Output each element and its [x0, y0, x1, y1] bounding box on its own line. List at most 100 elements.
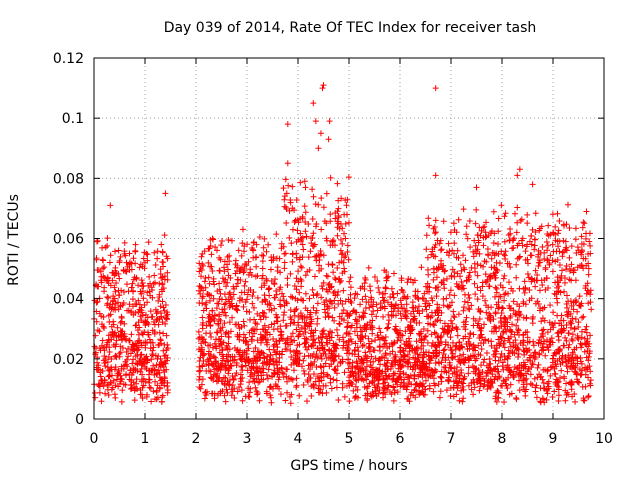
- data-point: [460, 357, 467, 364]
- data-point: [221, 258, 228, 265]
- data-point: [457, 261, 464, 268]
- data-point: [413, 319, 420, 326]
- data-point: [232, 270, 239, 277]
- data-point: [138, 391, 145, 398]
- data-point: [488, 338, 495, 345]
- data-point: [216, 254, 223, 261]
- data-point: [583, 262, 590, 269]
- data-point: [288, 240, 295, 247]
- data-point: [407, 372, 414, 379]
- data-point: [536, 257, 543, 264]
- data-point: [144, 339, 151, 346]
- data-point: [407, 330, 414, 337]
- data-point: [482, 271, 489, 278]
- data-point: [385, 311, 392, 318]
- data-point: [424, 254, 431, 261]
- data-point: [534, 277, 541, 284]
- data-point: [202, 284, 209, 291]
- data-point: [428, 309, 435, 316]
- data-point: [310, 384, 317, 391]
- data-point: [581, 397, 588, 404]
- data-point: [297, 230, 304, 237]
- data-point: [389, 348, 396, 355]
- data-point: [431, 322, 438, 329]
- data-point: [313, 307, 320, 314]
- y-tick-label: 0.04: [53, 292, 84, 308]
- data-point: [341, 369, 348, 376]
- data-point: [496, 324, 503, 331]
- data-point: [547, 326, 554, 333]
- data-point: [214, 247, 221, 254]
- data-point: [325, 314, 332, 321]
- data-point: [197, 354, 204, 361]
- data-point: [254, 337, 261, 344]
- data-point: [567, 319, 574, 326]
- data-point: [491, 366, 498, 373]
- data-point: [353, 377, 360, 384]
- data-point: [267, 394, 274, 401]
- data-point: [313, 257, 320, 264]
- data-point: [357, 365, 364, 372]
- data-point: [567, 268, 574, 274]
- data-point: [196, 357, 203, 364]
- data-point: [490, 351, 497, 358]
- data-point: [524, 241, 531, 248]
- data-point: [196, 376, 203, 383]
- data-point: [342, 235, 349, 242]
- data-point: [120, 365, 127, 372]
- data-point: [289, 330, 296, 337]
- data-point: [446, 359, 453, 366]
- data-point: [501, 314, 508, 321]
- data-point: [263, 372, 270, 379]
- data-point: [388, 285, 395, 292]
- data-point: [413, 381, 420, 388]
- data-point: [572, 364, 579, 371]
- data-point: [160, 263, 167, 270]
- data-point: [438, 246, 445, 253]
- data-point: [105, 367, 112, 374]
- data-point: [336, 320, 343, 327]
- data-point: [456, 345, 463, 352]
- data-point: [370, 358, 377, 365]
- data-point: [539, 344, 546, 351]
- data-point: [305, 254, 312, 261]
- data-point: [471, 379, 478, 386]
- data-point: [280, 317, 287, 324]
- data-point: [96, 389, 103, 396]
- data-point: [574, 308, 581, 315]
- data-point: [274, 325, 281, 332]
- data-point: [339, 334, 346, 341]
- data-point: [307, 366, 314, 373]
- data-point: [421, 383, 428, 390]
- data-point: [147, 308, 154, 315]
- data-point: [410, 279, 417, 286]
- data-point: [115, 247, 122, 254]
- data-point: [434, 334, 441, 341]
- data-point: [523, 386, 530, 393]
- data-point: [296, 256, 303, 263]
- data-point: [376, 336, 383, 343]
- data-point: [392, 359, 399, 366]
- data-point: [567, 364, 574, 371]
- data-point: [569, 350, 576, 357]
- data-point: [218, 378, 225, 385]
- data-point: [220, 355, 227, 362]
- data-point: [319, 330, 326, 337]
- data-point: [159, 394, 166, 401]
- data-point: [320, 363, 327, 370]
- data-point: [498, 202, 505, 209]
- data-point: [367, 392, 374, 399]
- data-point: [455, 216, 462, 223]
- data-point: [437, 317, 444, 324]
- data-point: [264, 329, 271, 336]
- data-point: [524, 368, 531, 375]
- data-point: [261, 310, 268, 317]
- data-point: [515, 327, 522, 334]
- data-point: [507, 369, 514, 376]
- data-point: [382, 368, 389, 375]
- data-point: [549, 394, 556, 401]
- data-point: [397, 374, 404, 381]
- data-point: [97, 373, 104, 380]
- data-point: [298, 237, 305, 244]
- data-point: [153, 317, 160, 324]
